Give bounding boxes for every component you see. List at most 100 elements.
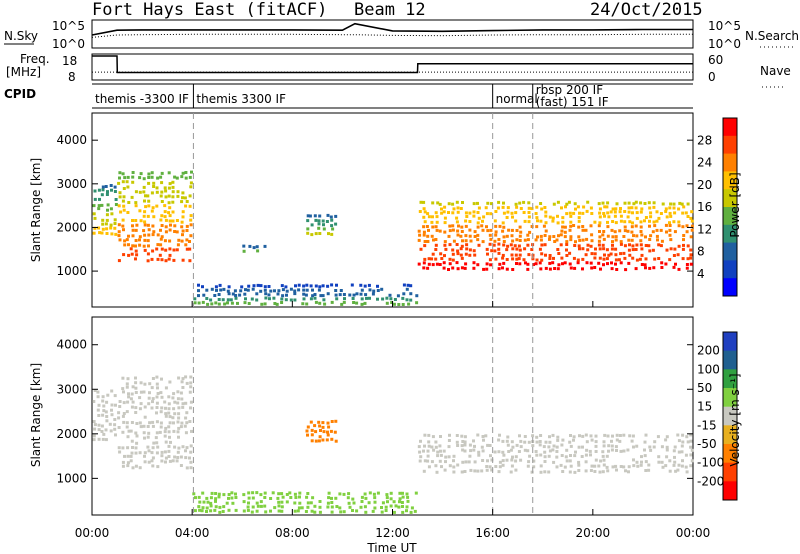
velocity-cell (125, 382, 129, 386)
velocity-cell (518, 434, 521, 438)
velocity-cell (335, 505, 339, 508)
velocity-cell (511, 445, 515, 449)
velocity-cell (498, 465, 502, 469)
power-cell (105, 232, 109, 235)
power-cell (160, 247, 164, 251)
velocity-cell (461, 460, 465, 464)
power-cell (156, 233, 160, 237)
velocity-cell (423, 433, 427, 437)
velocity-cell (152, 441, 156, 445)
power-cell (532, 263, 535, 266)
velocity-cell (509, 470, 513, 474)
power-cell (674, 262, 677, 266)
velocity-cell (514, 459, 518, 463)
power-cell (623, 210, 627, 213)
power-cell (263, 244, 267, 248)
velocity-cell (163, 450, 167, 454)
colorbar-tick-label: 28 (697, 133, 712, 147)
power-cell (147, 199, 151, 203)
y-tick-label: 1000 (56, 264, 87, 278)
x-axis-label: Time UT (366, 541, 417, 554)
power-cell (138, 190, 142, 194)
velocity-cell (160, 377, 163, 381)
velocity-cell (501, 450, 505, 454)
velocity-cell (619, 449, 623, 453)
power-cell (560, 229, 564, 233)
power-cell (123, 239, 127, 243)
power-cell (668, 211, 672, 215)
power-cell (557, 252, 561, 255)
power-cell (106, 203, 110, 207)
velocity-cell (561, 470, 565, 473)
velocity-cell (117, 426, 121, 429)
power-cell (317, 288, 321, 292)
velocity-cell (689, 439, 693, 443)
velocity-cell (300, 506, 304, 510)
velocity-cell (304, 510, 308, 513)
power-cell (502, 235, 506, 239)
power-cell (684, 211, 688, 215)
power-cell (184, 204, 188, 208)
power-cell (309, 284, 313, 288)
power-cell (122, 253, 126, 257)
power-cell (219, 288, 223, 292)
velocity-cell (126, 454, 130, 458)
power-cell (552, 235, 556, 238)
power-cell (156, 176, 160, 180)
velocity-cell (544, 440, 548, 444)
power-cell (97, 226, 101, 230)
velocity-cell (310, 439, 314, 443)
power-cell (348, 293, 352, 297)
power-cell (197, 283, 200, 287)
power-cell (302, 297, 306, 301)
power-cell (672, 202, 676, 206)
power-cell (281, 294, 285, 298)
velocity-cell (398, 497, 402, 501)
velocity-cell (485, 468, 489, 472)
power-cell (330, 224, 334, 228)
power-cell (180, 225, 184, 229)
velocity-cell (313, 504, 317, 508)
velocity-cell (134, 406, 138, 410)
velocity-cell (665, 435, 669, 439)
power-cell (672, 206, 676, 210)
freq-label: Freq. (20, 52, 50, 66)
power-ylabel: Slant Range [km] (29, 158, 43, 262)
power-cell (146, 259, 150, 263)
power-cell (160, 224, 164, 227)
velocity-cell (327, 496, 331, 500)
power-cell (188, 247, 192, 251)
velocity-cell (164, 386, 168, 390)
velocity-cell (122, 412, 126, 415)
power-cell (280, 301, 284, 304)
velocity-cell (644, 460, 648, 464)
power-cell (114, 198, 118, 201)
velocity-cell (171, 459, 175, 463)
velocity-cell (547, 445, 551, 449)
power-cell (506, 210, 510, 214)
power-cell (589, 261, 593, 265)
velocity-cell (501, 459, 505, 463)
velocity-cell (555, 455, 559, 459)
power-cell (602, 257, 606, 261)
power-cell (243, 301, 247, 305)
power-cell (193, 301, 197, 305)
power-cell (164, 248, 168, 252)
power-cell (536, 219, 539, 223)
velocity-cell (163, 400, 167, 404)
power-cell (167, 257, 171, 261)
velocity-cell (201, 491, 205, 495)
power-cell (419, 247, 423, 251)
power-cell (401, 303, 405, 306)
velocity-cell (594, 440, 598, 444)
velocity-cell (569, 434, 572, 437)
velocity-cell (134, 386, 138, 390)
power-cell (631, 244, 635, 248)
power-cell (105, 193, 109, 196)
power-cell (435, 215, 439, 219)
velocity-cell (180, 380, 184, 384)
power-cell (464, 224, 468, 228)
power-cell (563, 235, 567, 239)
power-cell (93, 226, 97, 230)
velocity-cell (447, 455, 451, 459)
